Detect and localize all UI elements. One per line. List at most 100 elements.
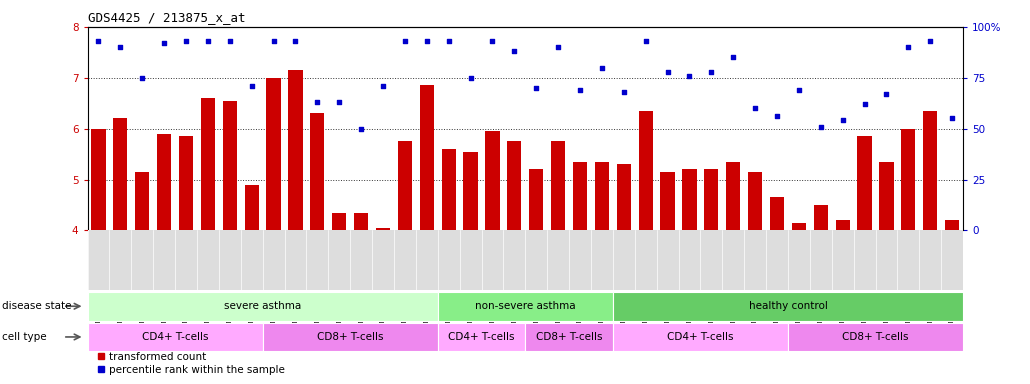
Bar xyxy=(901,129,916,230)
Bar xyxy=(639,111,653,230)
Bar xyxy=(442,149,456,230)
Point xyxy=(375,83,391,89)
Point xyxy=(243,83,260,89)
Point xyxy=(528,85,545,91)
Bar xyxy=(726,162,741,230)
Point xyxy=(834,118,851,124)
Point xyxy=(593,65,610,71)
Bar xyxy=(135,172,149,230)
Bar xyxy=(438,292,613,321)
Point xyxy=(703,69,720,75)
Text: CD8+ T-cells: CD8+ T-cells xyxy=(317,332,383,342)
Point xyxy=(879,91,895,97)
Bar xyxy=(923,111,937,230)
Point xyxy=(681,73,697,79)
Bar xyxy=(682,169,696,230)
Point xyxy=(725,55,742,61)
Point xyxy=(659,69,676,75)
Bar xyxy=(613,323,788,351)
Point xyxy=(856,101,872,107)
Point xyxy=(441,38,457,44)
Bar xyxy=(613,292,963,321)
Text: CD4+ T-cells: CD4+ T-cells xyxy=(448,332,515,342)
Point xyxy=(221,38,238,44)
Bar xyxy=(310,113,324,230)
Point xyxy=(112,44,129,50)
Point xyxy=(900,44,917,50)
Bar xyxy=(769,197,784,230)
Text: CD8+ T-cells: CD8+ T-cells xyxy=(843,332,908,342)
Point xyxy=(638,38,654,44)
Bar xyxy=(92,129,106,230)
Bar xyxy=(354,213,369,230)
Text: disease state: disease state xyxy=(2,301,71,311)
Point xyxy=(550,44,566,50)
Text: non-severe asthma: non-severe asthma xyxy=(475,301,576,311)
Bar xyxy=(244,185,259,230)
Bar xyxy=(179,136,194,230)
Bar xyxy=(551,141,565,230)
Bar xyxy=(376,228,390,230)
Bar xyxy=(660,172,675,230)
Bar xyxy=(288,70,303,230)
Text: CD4+ T-cells: CD4+ T-cells xyxy=(142,332,208,342)
Bar xyxy=(507,141,521,230)
Point xyxy=(397,38,413,44)
Point xyxy=(616,89,632,95)
Point xyxy=(572,87,588,93)
Bar xyxy=(263,323,438,351)
Point xyxy=(156,40,172,46)
Bar xyxy=(529,169,544,230)
Point xyxy=(813,124,829,130)
Bar xyxy=(573,162,587,230)
Bar xyxy=(419,85,434,230)
Bar xyxy=(201,98,215,230)
Bar xyxy=(857,136,871,230)
Point xyxy=(484,38,501,44)
Bar xyxy=(835,220,850,230)
Bar xyxy=(705,169,719,230)
Point xyxy=(943,115,960,121)
Point xyxy=(418,38,435,44)
Point xyxy=(287,38,304,44)
Bar xyxy=(88,323,263,351)
Point xyxy=(266,38,282,44)
Bar xyxy=(464,152,478,230)
Point xyxy=(506,48,522,55)
Text: severe asthma: severe asthma xyxy=(225,301,302,311)
Point xyxy=(134,74,150,81)
Bar xyxy=(398,141,412,230)
Bar xyxy=(332,213,346,230)
Point xyxy=(178,38,195,44)
Point xyxy=(200,38,216,44)
Text: GDS4425 / 213875_x_at: GDS4425 / 213875_x_at xyxy=(88,11,245,24)
Bar xyxy=(788,323,963,351)
Point xyxy=(309,99,325,105)
Text: cell type: cell type xyxy=(2,332,46,342)
Bar xyxy=(485,131,500,230)
Bar xyxy=(748,172,762,230)
Bar xyxy=(945,220,959,230)
Text: CD4+ T-cells: CD4+ T-cells xyxy=(667,332,733,342)
Bar xyxy=(792,223,806,230)
Bar xyxy=(113,118,128,230)
Point xyxy=(353,126,370,132)
Text: CD8+ T-cells: CD8+ T-cells xyxy=(536,332,603,342)
Bar xyxy=(525,323,613,351)
Point xyxy=(768,113,785,119)
Point xyxy=(462,74,479,81)
Bar xyxy=(617,164,631,230)
Bar xyxy=(438,323,525,351)
Bar xyxy=(222,101,237,230)
Bar xyxy=(88,292,438,321)
Bar xyxy=(594,162,609,230)
Text: healthy control: healthy control xyxy=(749,301,827,311)
Legend: transformed count, percentile rank within the sample: transformed count, percentile rank withi… xyxy=(93,348,289,379)
Point xyxy=(747,105,763,111)
Point xyxy=(791,87,808,93)
Bar xyxy=(267,78,281,230)
Bar xyxy=(157,134,171,230)
Point xyxy=(331,99,347,105)
Point xyxy=(91,38,107,44)
Bar xyxy=(814,205,828,230)
